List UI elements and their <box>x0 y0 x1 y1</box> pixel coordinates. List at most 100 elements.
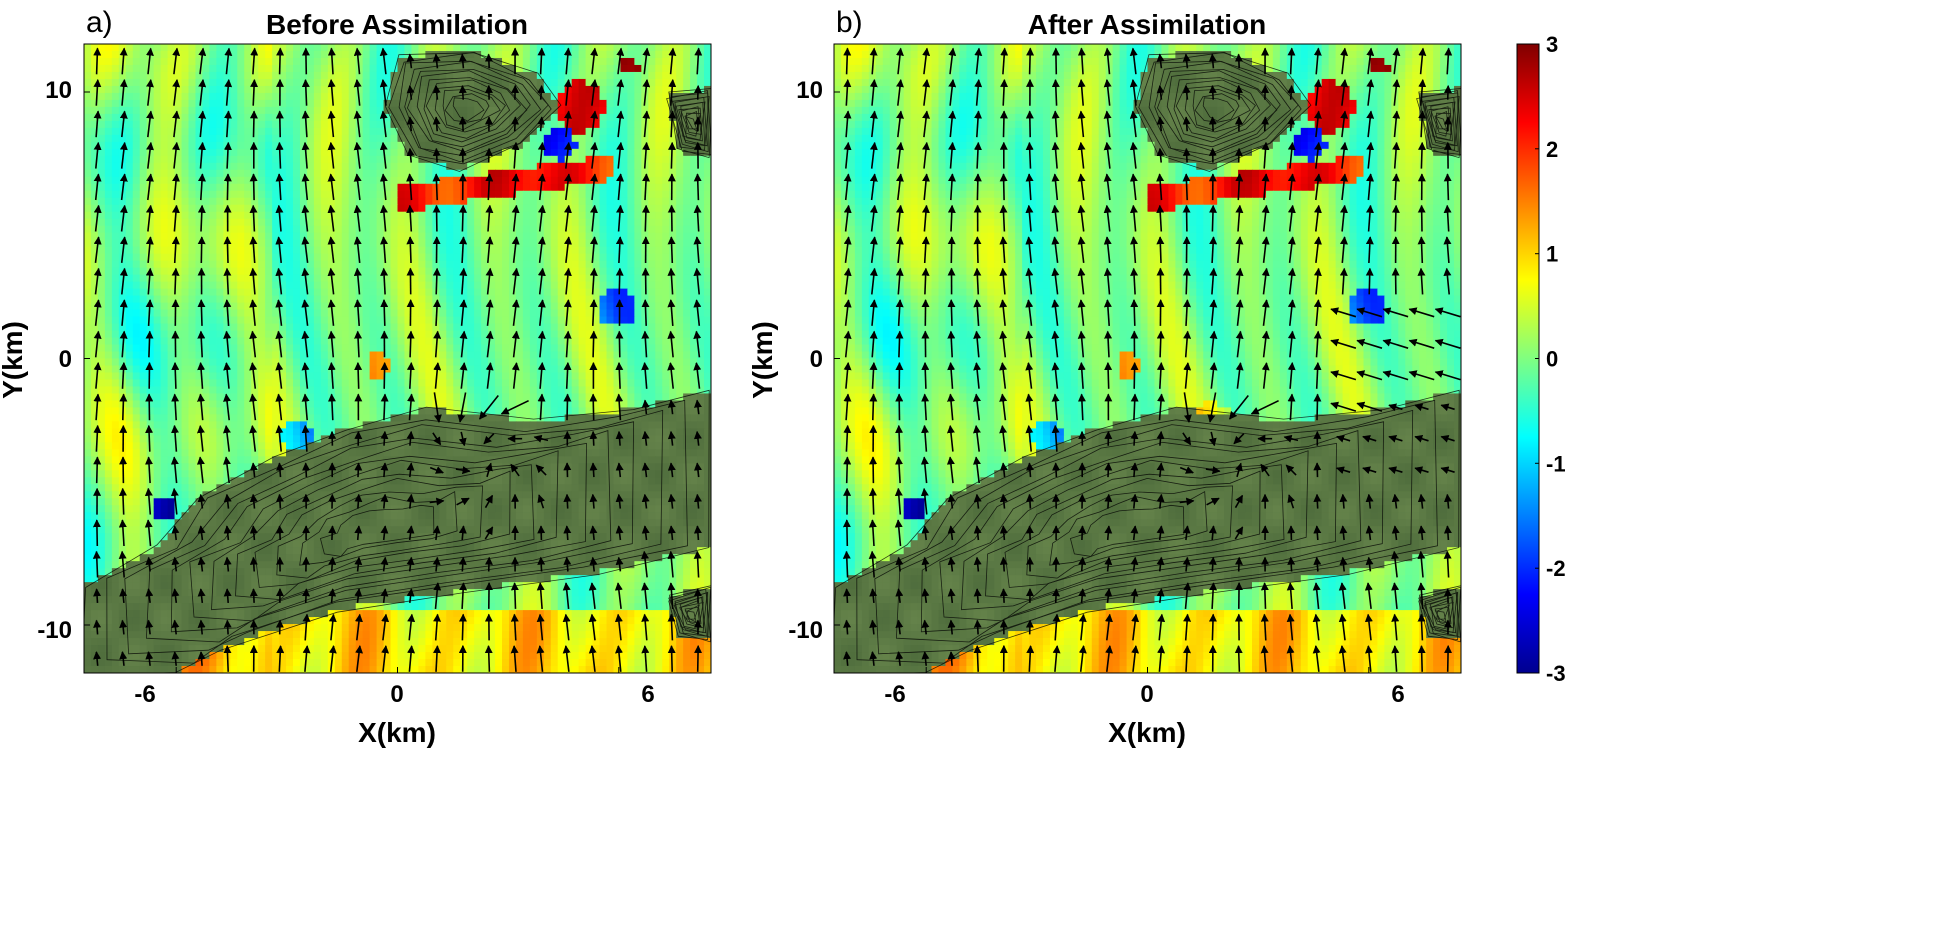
heatmap-cell <box>306 239 315 248</box>
heatmap-cell <box>690 169 698 178</box>
heatmap-cell <box>216 64 224 73</box>
heatmap-cell <box>571 267 580 276</box>
heatmap-cell <box>216 274 224 283</box>
heatmap-cell <box>641 386 649 395</box>
heatmap-cell <box>195 260 204 269</box>
heatmap-cell <box>571 274 580 283</box>
heatmap-cell <box>676 393 684 402</box>
heatmap-cell <box>495 78 503 87</box>
heatmap-cell <box>543 106 552 115</box>
heatmap-cell <box>244 274 252 283</box>
heatmap-cell <box>536 176 545 185</box>
heatmap-cell <box>84 71 92 80</box>
heatmap-cell <box>299 127 308 136</box>
heatmap-cell <box>620 232 628 241</box>
heatmap-cell <box>188 239 197 248</box>
heatmap-cell <box>543 183 552 192</box>
heatmap-cell <box>571 379 580 388</box>
heatmap-cell <box>258 211 266 220</box>
heatmap-cell <box>355 414 364 422</box>
heatmap-cell <box>481 330 489 339</box>
heatmap-cell <box>683 190 691 199</box>
heatmap-cell <box>299 309 308 318</box>
heatmap-cell <box>202 50 210 59</box>
heatmap-cell <box>265 148 273 157</box>
heatmap-cell <box>502 239 510 248</box>
heatmap-cell <box>411 113 419 122</box>
heatmap-cell <box>704 344 711 353</box>
heatmap-cell <box>669 260 677 269</box>
heatmap-cell <box>536 302 545 311</box>
heatmap-cell <box>334 239 343 248</box>
heatmap-cell <box>286 421 294 429</box>
heatmap-cell <box>543 323 552 332</box>
heatmap-cell <box>585 379 594 388</box>
heatmap-cell <box>188 428 197 436</box>
heatmap-cell <box>502 246 510 255</box>
heatmap-cell <box>216 323 224 332</box>
heatmap-cell <box>265 85 273 94</box>
heatmap-cell <box>355 400 364 409</box>
heatmap-cell <box>265 323 273 332</box>
heatmap-cell <box>627 260 635 269</box>
heatmap-cell <box>606 204 615 213</box>
heatmap-cell <box>279 288 287 297</box>
heatmap-cell <box>272 71 280 80</box>
heatmap-cell <box>669 211 677 220</box>
heatmap-cell <box>411 288 419 297</box>
heatmap-cell <box>425 379 433 388</box>
heatmap-cell <box>599 232 608 241</box>
heatmap-cell <box>439 120 447 129</box>
heatmap-cell <box>543 372 552 381</box>
heatmap-cell <box>202 281 210 290</box>
heatmap-cell <box>578 337 587 346</box>
heatmap-cell <box>397 267 406 276</box>
heatmap-cell <box>697 211 705 220</box>
heatmap-cell <box>293 162 301 171</box>
heatmap-cell <box>578 148 587 157</box>
heatmap-cell <box>181 50 190 59</box>
heatmap-cell <box>669 253 677 262</box>
heatmap-cell <box>557 316 566 325</box>
heatmap-cell <box>104 379 113 388</box>
heatmap-cell <box>627 386 635 395</box>
heatmap-cell <box>104 316 113 325</box>
heatmap-cell <box>508 127 517 136</box>
heatmap-cell <box>529 379 538 388</box>
heatmap-cell <box>132 393 141 402</box>
heatmap-cell <box>662 344 670 353</box>
heatmap-cell <box>474 141 482 150</box>
heatmap-cell <box>313 183 322 192</box>
heatmap-cell <box>543 190 552 199</box>
heatmap-cell <box>265 44 273 52</box>
heatmap-cell <box>293 253 301 262</box>
heatmap-cell <box>592 379 601 388</box>
heatmap-cell <box>111 106 120 115</box>
heatmap-cell <box>104 176 113 185</box>
heatmap-cell <box>550 162 559 171</box>
heatmap-cell <box>697 246 705 255</box>
heatmap-cell <box>167 64 176 73</box>
heatmap-cell <box>118 197 127 206</box>
heatmap-cell <box>411 295 419 304</box>
heatmap-cell <box>585 400 594 409</box>
heatmap-cell <box>418 288 426 297</box>
heatmap-cell <box>104 113 113 122</box>
heatmap-cell <box>585 141 594 150</box>
heatmap-cell <box>286 302 294 311</box>
heatmap-cell <box>481 351 489 360</box>
heatmap-cell <box>216 85 224 94</box>
heatmap-cell <box>592 44 601 52</box>
heatmap-cell <box>634 358 642 367</box>
heatmap-cell <box>265 302 273 311</box>
heatmap-cell <box>571 85 580 94</box>
heatmap-cell <box>411 337 419 346</box>
heatmap-cell <box>160 85 169 94</box>
heatmap-cell <box>550 176 559 185</box>
heatmap-cell <box>662 197 670 206</box>
heatmap-cell <box>634 323 642 332</box>
heatmap-cell <box>327 225 336 234</box>
heatmap-cell <box>390 358 399 367</box>
heatmap-cell <box>481 302 489 311</box>
heatmap-cell <box>488 386 496 395</box>
